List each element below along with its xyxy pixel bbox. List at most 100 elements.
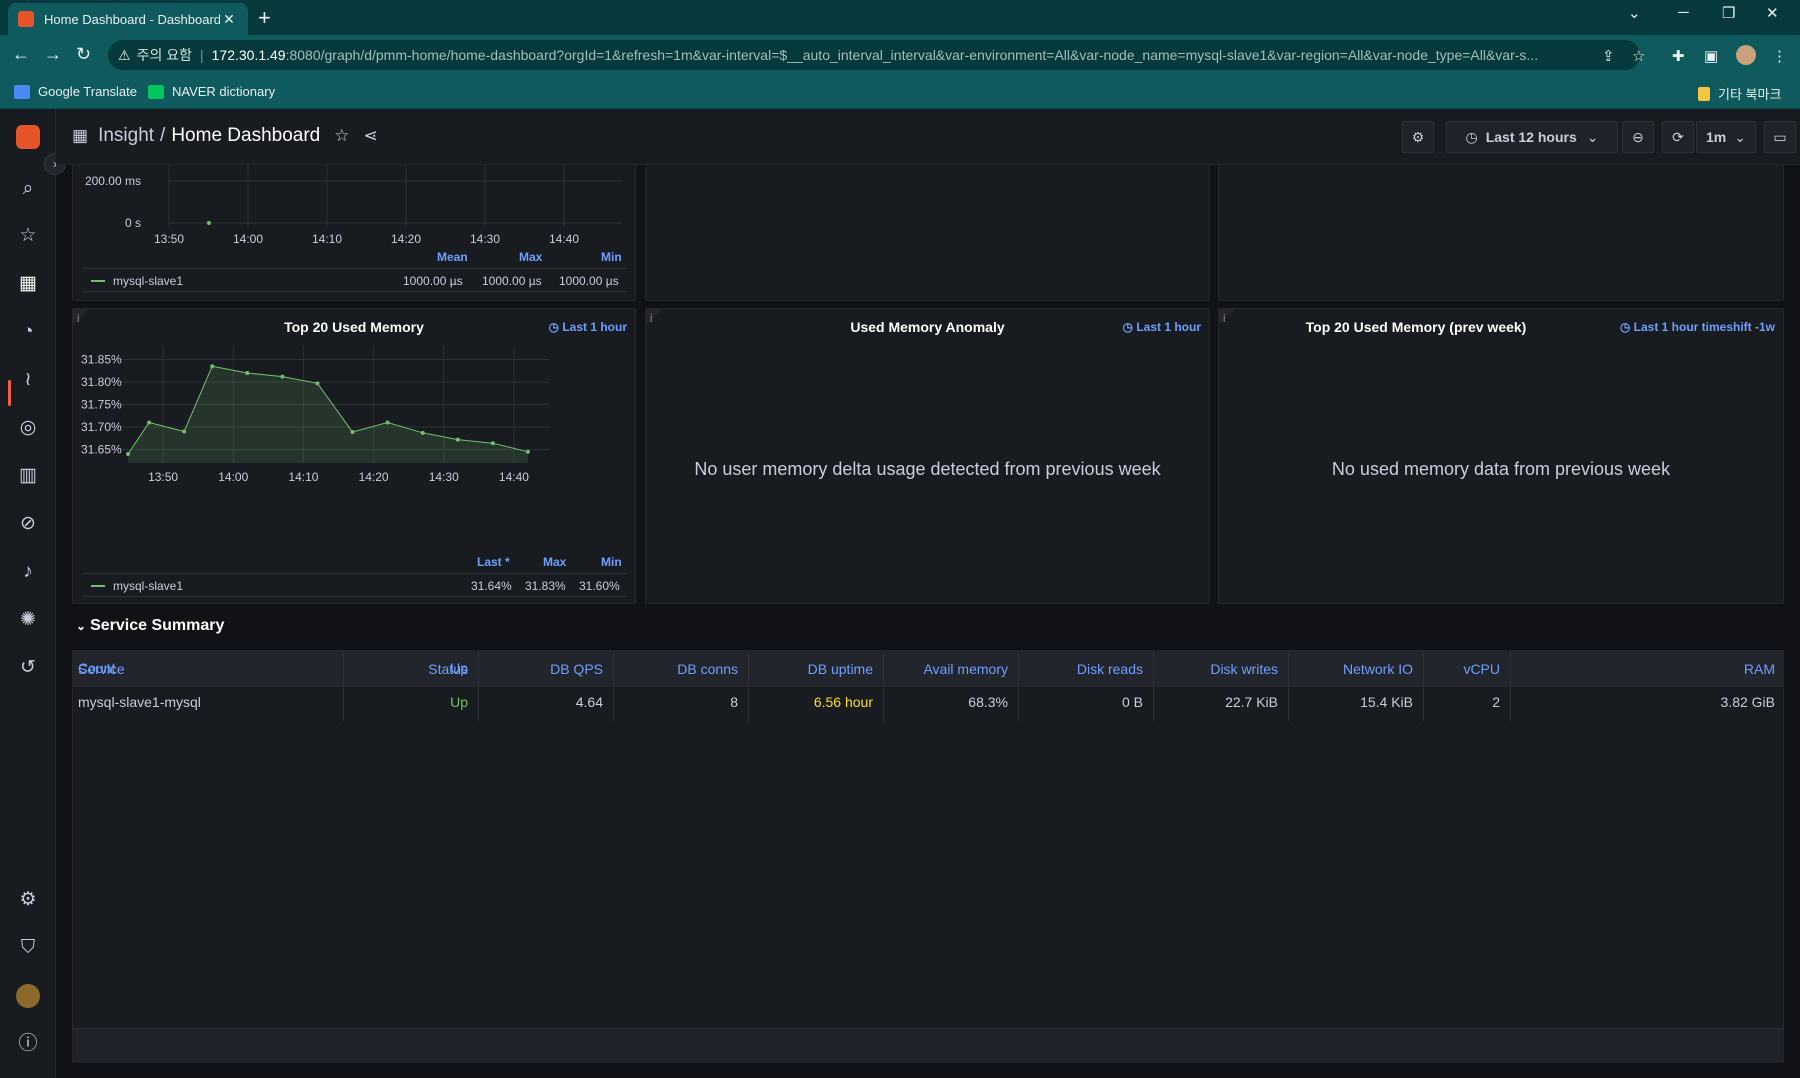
url-separator: | bbox=[199, 47, 204, 63]
panel-info-icon[interactable]: i bbox=[1223, 313, 1226, 325]
profile-avatar[interactable] bbox=[1736, 45, 1756, 65]
panel-info-icon[interactable]: i bbox=[650, 313, 653, 325]
dashboard-settings-button[interactable]: ⚙ bbox=[1402, 121, 1434, 153]
new-tab-button[interactable]: + bbox=[258, 5, 271, 30]
zoom-out-button[interactable]: ⊖ bbox=[1622, 121, 1654, 153]
panel-title[interactable]: Top 20 Used Memory bbox=[284, 319, 424, 335]
reload-icon[interactable]: ↻ bbox=[76, 44, 92, 64]
refresh-button[interactable]: ⟳ bbox=[1662, 121, 1694, 153]
column-header-status[interactable]: Status bbox=[428, 661, 468, 677]
legend-row[interactable]: mysql-slave1 1000.00 µs 1000.00 µs 1000.… bbox=[83, 268, 627, 292]
clock-icon: ◷ bbox=[1619, 320, 1634, 334]
tab-close-icon[interactable]: ✕ bbox=[223, 10, 235, 27]
advisors-icon[interactable]: ✺ bbox=[20, 609, 36, 630]
table-cell: 68.3% bbox=[968, 694, 1008, 710]
column-header-disk-reads[interactable]: Disk reads bbox=[1076, 661, 1143, 677]
column-header-db-qps[interactable]: DB QPS bbox=[550, 661, 603, 677]
data-point bbox=[147, 420, 152, 425]
refresh-interval-picker[interactable]: 1m ⌄ bbox=[1696, 121, 1756, 153]
legend-header-max[interactable]: Max bbox=[543, 555, 567, 569]
data-point bbox=[420, 430, 425, 435]
upper-empty-panel-middle bbox=[645, 165, 1210, 301]
pmm-logo-icon[interactable] bbox=[16, 125, 40, 149]
other-bookmarks[interactable]: 기타 북마크 bbox=[1698, 84, 1781, 103]
dashboards-icon[interactable]: ▦ bbox=[19, 273, 37, 294]
extensions-icon[interactable]: ✚ bbox=[1672, 48, 1685, 65]
service-summary-row-header[interactable]: ⌄ Service Summary bbox=[76, 617, 224, 635]
y-tick-label: 31.80% bbox=[81, 375, 122, 389]
data-point bbox=[245, 371, 250, 375]
legend-header-last[interactable]: Last * bbox=[477, 555, 510, 569]
mysql-icon[interactable]: ≀ bbox=[24, 369, 32, 390]
backup-icon[interactable]: ↺ bbox=[20, 657, 36, 678]
column-header-vcpu[interactable]: vCPU bbox=[1463, 661, 1500, 677]
starred-icon[interactable]: ☆ bbox=[19, 225, 37, 246]
data-point bbox=[350, 429, 355, 434]
bookmark-google-translate[interactable]: Google Translate bbox=[14, 84, 137, 99]
back-icon[interactable]: ← bbox=[12, 44, 30, 64]
column-header-disk-writes[interactable]: Disk writes bbox=[1210, 661, 1278, 677]
menu-icon[interactable]: ⋮ bbox=[1772, 48, 1787, 65]
panel-title[interactable]: Top 20 Used Memory (prev week) bbox=[1305, 319, 1527, 335]
column-header-network-io[interactable]: Network IO bbox=[1342, 661, 1413, 677]
column-header-avail-memory[interactable]: Avail memory bbox=[923, 661, 1008, 677]
tab-search-icon[interactable]: ⌄ bbox=[1628, 5, 1641, 22]
table-cell: 4.64 bbox=[575, 694, 603, 710]
legend-header-min[interactable]: Min bbox=[601, 250, 622, 264]
column-header-db-conns[interactable]: DB conns bbox=[677, 661, 738, 677]
legend-header-min[interactable]: Min bbox=[601, 555, 622, 569]
restore-icon[interactable]: ❐ bbox=[1722, 5, 1736, 22]
panel-time-label: Last 1 hour bbox=[562, 320, 627, 334]
share-dashboard-icon[interactable]: ⋖ bbox=[363, 126, 378, 145]
refresh-interval-label: 1m bbox=[1706, 129, 1727, 145]
panel-info-icon[interactable]: i bbox=[77, 313, 80, 325]
bookmark-naver-dictionary[interactable]: NAVER dictionary bbox=[148, 84, 275, 99]
forward-icon[interactable]: → bbox=[44, 44, 62, 64]
minimize-icon[interactable]: ─ bbox=[1678, 4, 1689, 21]
refresh-icon: ⟳ bbox=[1672, 128, 1684, 145]
bookmark-star-icon[interactable]: ☆ bbox=[1632, 48, 1646, 65]
service-summary-table: Service Status DB QPS DB conns DB uptime Avai… bbox=[72, 650, 1784, 1063]
x-tick-label: 14:20 bbox=[359, 470, 389, 484]
help-icon[interactable]: ⓘ bbox=[18, 1033, 38, 1054]
legend-header-mean[interactable]: Mean bbox=[437, 250, 468, 264]
explore-icon[interactable]: ⊘ bbox=[20, 513, 36, 534]
legend-row[interactable]: mysql-slave1 31.64% 31.83% 31.60% bbox=[83, 573, 627, 597]
panel-time-label: Last 1 hour timeshift -1w bbox=[1633, 320, 1775, 334]
latency-panel: 200.00 ms 0 s 13:50 14:00 14:10 14:20 14… bbox=[72, 165, 636, 301]
overview-icon[interactable]: ◔ bbox=[22, 321, 34, 342]
star-dashboard-icon[interactable]: ☆ bbox=[334, 126, 350, 145]
column-header-service[interactable]: Service bbox=[78, 661, 125, 677]
time-range-picker[interactable]: ◷ Last 12 hours ⌄ bbox=[1446, 121, 1618, 153]
breadcrumb-separator: / bbox=[160, 125, 166, 146]
user-avatar[interactable] bbox=[16, 984, 40, 1008]
tv-mode-button[interactable]: ▭ bbox=[1764, 121, 1796, 153]
table-cell: 2 bbox=[1492, 694, 1500, 710]
search-icon[interactable]: ⌕ bbox=[22, 178, 34, 199]
column-header-ram[interactable]: RAM bbox=[1743, 661, 1775, 677]
breadcrumb-parent[interactable]: Insight bbox=[98, 125, 155, 146]
page-title[interactable]: Home Dashboard bbox=[171, 125, 321, 146]
other-bookmarks-label: 기타 북마크 bbox=[1718, 87, 1782, 102]
settings-gear-icon[interactable]: ⚙ bbox=[19, 889, 37, 910]
shield-icon[interactable]: ⛉ bbox=[20, 937, 36, 958]
browser-tab-active[interactable]: Home Dashboard - Dashboards ✕ bbox=[8, 3, 248, 35]
dashboard-grid-icon: ▦ bbox=[72, 126, 89, 145]
postgresql-icon[interactable]: ◎ bbox=[19, 417, 37, 438]
window-close-icon[interactable]: ✕ bbox=[1766, 5, 1779, 22]
query-analytics-icon[interactable]: ▥ bbox=[19, 465, 37, 486]
panel-title[interactable]: Used Memory Anomaly bbox=[850, 319, 1005, 335]
side-panel-icon[interactable]: ▣ bbox=[1704, 48, 1719, 65]
y-tick-label: 31.85% bbox=[81, 353, 122, 367]
data-point bbox=[455, 437, 460, 442]
url-input[interactable]: ⚠ 주의 요함 | 172.30.1.49 :8080/graph/d/pmm-… bbox=[108, 40, 1640, 70]
alerting-icon[interactable]: ♪ bbox=[23, 561, 33, 582]
bookmark-label: Google Translate bbox=[38, 84, 138, 99]
chevron-down-icon: ⌄ bbox=[1734, 128, 1746, 145]
share-icon[interactable]: ⇪ bbox=[1602, 48, 1615, 65]
column-header-db-uptime[interactable]: DB uptime bbox=[807, 661, 873, 677]
legend-min-value: 31.60% bbox=[579, 579, 620, 593]
tab-title: Home Dashboard - Dashboards bbox=[44, 11, 220, 27]
legend-header-max[interactable]: Max bbox=[519, 250, 543, 264]
data-point bbox=[126, 452, 131, 456]
